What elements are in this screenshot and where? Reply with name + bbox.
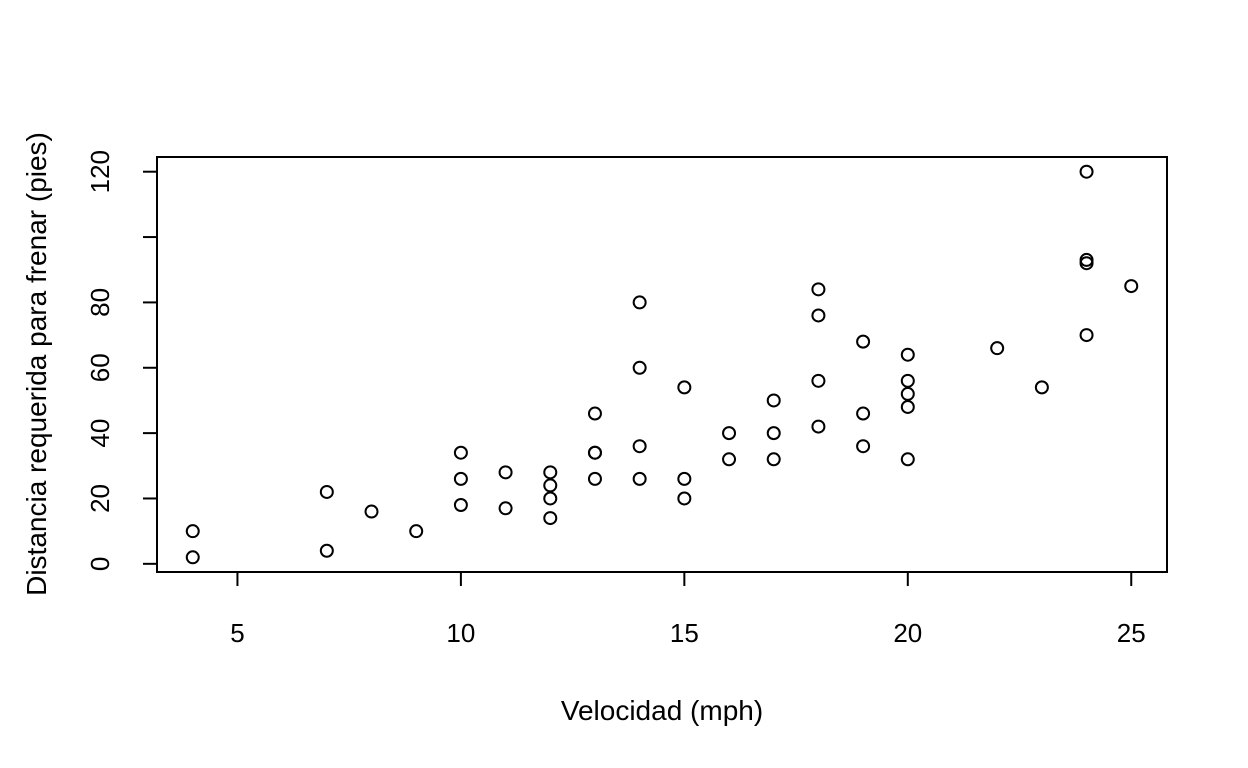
data-point [319,484,334,499]
data-point [409,524,424,539]
x-tick-label: 20 [893,618,922,648]
data-point [900,452,915,467]
data-point [1124,279,1139,294]
data-point [766,426,781,441]
data-point [811,308,826,323]
data-point [364,504,379,519]
data-point [900,399,915,414]
data-point [856,439,871,454]
data-point [543,491,558,506]
data-point [1079,252,1094,267]
data-point [900,386,915,401]
y-tick-label: 60 [85,353,115,382]
y-axis: 0 20 40 60 80 120 [85,150,158,571]
data-point [811,373,826,388]
data-point [990,341,1005,356]
data-point [811,282,826,297]
data-point [632,471,647,486]
data-point [1079,328,1094,343]
x-axis: 5 10 15 20 25 [230,571,1146,648]
x-tick-label: 25 [1117,618,1146,648]
y-tick-label: 20 [85,484,115,513]
data-point [185,550,200,565]
x-tick-label: 15 [670,618,699,648]
y-tick-label: 80 [85,288,115,317]
data-point [543,511,558,526]
y-tick-label: 40 [85,419,115,448]
y-tick-label: 120 [85,150,115,193]
data-point [632,295,647,310]
data-point [1034,380,1049,395]
data-point [632,439,647,454]
data-point [587,445,602,460]
data-point [900,373,915,388]
data-point [722,426,737,441]
x-tick-label: 10 [446,618,475,648]
data-point [722,452,737,467]
data-point [498,501,513,516]
data-point [811,419,826,434]
data-point [543,465,558,480]
data-point [185,524,200,539]
data-point [543,478,558,493]
data-point [677,471,692,486]
y-axis-label: Distancia requerida para frenar (pies) [21,132,52,596]
data-point [900,347,915,362]
data-point [319,543,334,558]
x-tick-label: 5 [230,618,244,648]
data-point [453,471,468,486]
data-point [677,491,692,506]
data-point [587,471,602,486]
data-point [677,380,692,395]
plot-frame [156,156,1168,573]
x-axis-label: Velocidad (mph) [561,695,763,726]
data-point [766,452,781,467]
data-point [498,465,513,480]
data-points [185,164,1139,565]
data-point [632,360,647,375]
data-point [856,334,871,349]
data-point [1079,164,1094,179]
data-point [587,406,602,421]
data-point [856,406,871,421]
data-point [766,393,781,408]
y-tick-label: 0 [85,557,115,571]
data-point [453,498,468,513]
data-point [453,445,468,460]
